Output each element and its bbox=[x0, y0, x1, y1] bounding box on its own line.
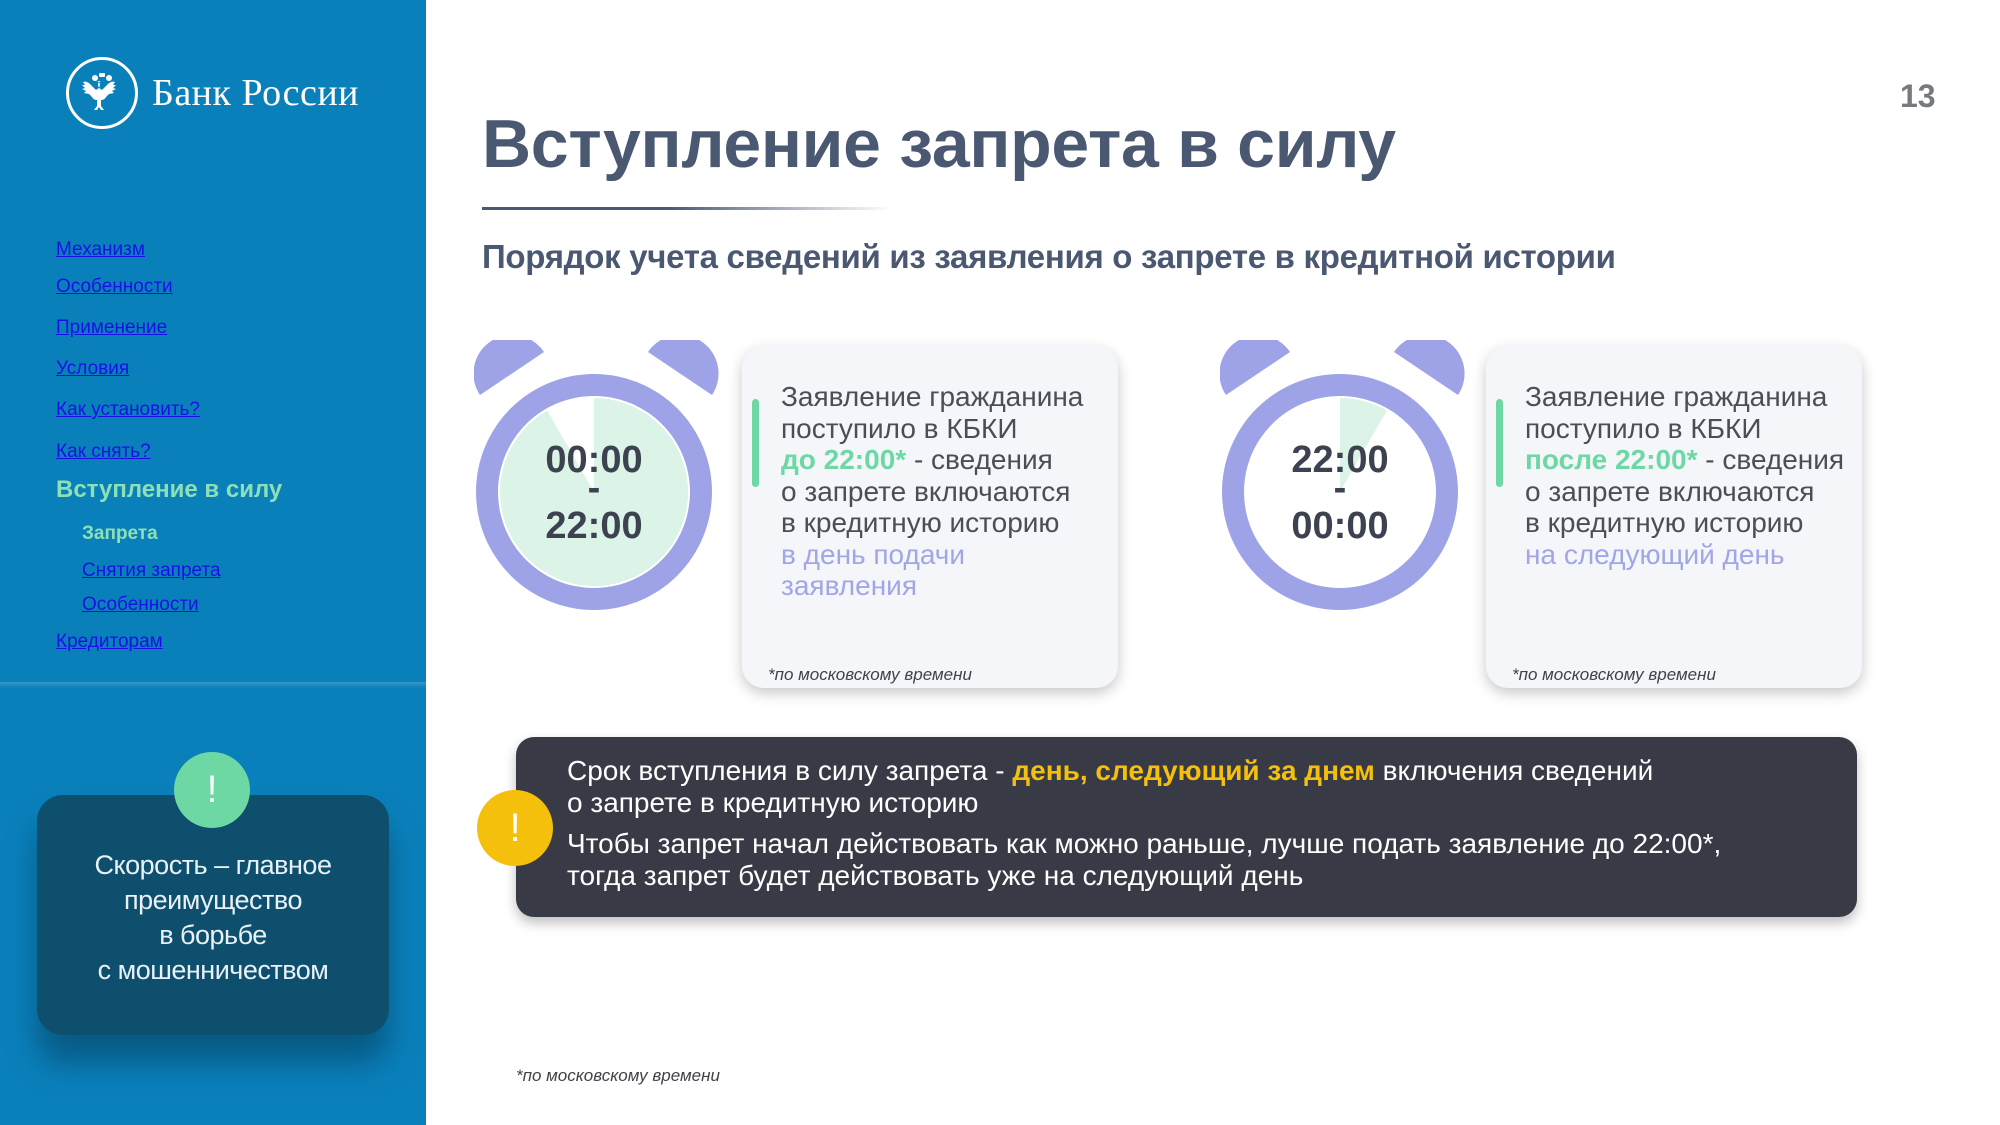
card-accent-bar bbox=[1496, 399, 1503, 487]
clock-bell-right bbox=[1394, 340, 1465, 395]
card-time-highlight: до 22:00* bbox=[781, 444, 907, 475]
clock-end-time: 22:00 bbox=[545, 505, 642, 547]
nav-item-how-to-remove[interactable]: Как снять? bbox=[56, 441, 151, 462]
clock-elapsed-sector bbox=[500, 398, 689, 586]
banner-paragraph: Срок вступления в силу запрета - день, с… bbox=[567, 755, 1837, 818]
nav-item-entry-into-force[interactable]: Вступление в силу bbox=[56, 476, 283, 503]
card-line: о запрете включаются bbox=[1525, 475, 1815, 507]
page-number: 13 bbox=[1900, 78, 1936, 114]
clock-bell-left bbox=[1220, 340, 1290, 395]
card-time-highlight: после 22:00* bbox=[1525, 444, 1698, 475]
nav-item-mechanism[interactable]: Механизм bbox=[56, 239, 145, 260]
clock-start-time: 22:00 bbox=[1291, 439, 1388, 481]
banner-highlight: день, следующий за днем bbox=[1012, 755, 1375, 786]
page-footnote: *по московскому времени bbox=[516, 1066, 720, 1085]
info-card: Заявление гражданина поступило в КБКИ до… bbox=[742, 346, 1118, 688]
banner-text-suffix: включения сведений bbox=[1374, 755, 1654, 786]
clock-bell-right bbox=[648, 340, 719, 395]
nav-subitem-features[interactable]: Особенности bbox=[82, 594, 199, 615]
card-line: поступило в КБКИ bbox=[1525, 412, 1762, 444]
tip-line: с мошенничеством bbox=[97, 955, 329, 985]
brand-name: Банк России bbox=[152, 72, 360, 114]
card-text: Заявление гражданина поступило в КБКИ по… bbox=[1525, 381, 1844, 570]
nav-item-creditors[interactable]: Кредиторам bbox=[56, 631, 163, 652]
card-line: после 22:00* - сведения bbox=[1525, 444, 1844, 476]
clock-separator: - bbox=[588, 467, 601, 509]
banner-text-prefix: Срок вступления в силу запрета - bbox=[567, 755, 1013, 786]
title-divider bbox=[482, 207, 892, 210]
info-card: Заявление гражданина поступило в КБКИ по… bbox=[1486, 346, 1862, 688]
exclamation-icon: ! bbox=[477, 790, 553, 866]
clock-elapsed-sector bbox=[1340, 398, 1387, 492]
card-line: Заявление гражданина bbox=[1525, 381, 1828, 412]
card-result: в день подачи bbox=[781, 538, 966, 570]
clock-bell-left bbox=[474, 340, 544, 395]
card-footnote: *по московскому времени bbox=[1512, 665, 1716, 684]
nav-item-how-to-set[interactable]: Как установить? bbox=[56, 399, 201, 420]
card-text: Заявление гражданина поступило в КБКИ до… bbox=[781, 381, 1083, 602]
card-line: поступило в КБКИ bbox=[781, 412, 1018, 444]
banner-paragraph: Чтобы запрет начал действовать как можно… bbox=[567, 828, 1837, 891]
card-time-suffix: - сведения bbox=[1697, 444, 1845, 475]
nav-subitem-ban[interactable]: Запрета bbox=[82, 523, 158, 544]
tip-box bbox=[37, 795, 389, 1035]
card-line: Заявление гражданина bbox=[781, 381, 1084, 412]
banner-text-line: тогда запрет будет действовать уже на сл… bbox=[567, 859, 1304, 891]
nav-item-application[interactable]: Применение bbox=[56, 317, 168, 338]
double-headed-eagle-icon bbox=[66, 57, 138, 129]
banner-text-line: о запрете в кредитную историю bbox=[567, 786, 979, 818]
card-accent-bar bbox=[752, 399, 759, 487]
banner-text-line: Чтобы запрет начал действовать как можно… bbox=[567, 828, 1722, 859]
banner-text: Срок вступления в силу запрета - день, с… bbox=[567, 755, 1837, 891]
card-line: о запрете включаются bbox=[781, 475, 1071, 507]
sidebar: Банк России Механизм Особенности Примене… bbox=[0, 0, 426, 1125]
card-line: до 22:00* - сведения bbox=[781, 444, 1083, 476]
clock-end-time: 00:00 bbox=[1291, 505, 1388, 547]
tip-text: Скорость – главное преимущество в борьбе… bbox=[37, 848, 389, 988]
card-footnote: *по московскому времени bbox=[768, 665, 972, 684]
card-result: заявления bbox=[781, 570, 917, 601]
tip-line: Скорость – главное bbox=[94, 850, 332, 880]
alarm-clock-icon: 22:00 - 00:00 bbox=[1220, 340, 1465, 610]
clock-separator: - bbox=[1334, 467, 1347, 509]
page-subtitle: Порядок учета сведений из заявления о за… bbox=[482, 238, 1616, 275]
sidebar-divider bbox=[0, 682, 426, 688]
clock-start-time: 00:00 bbox=[545, 439, 642, 481]
card-line: в кредитную историю bbox=[1525, 507, 1804, 538]
exclamation-icon: ! bbox=[174, 752, 250, 828]
card-result: на следующий день bbox=[1525, 538, 1785, 570]
nav-subitem-ban-removal[interactable]: Снятия запрета bbox=[82, 560, 221, 581]
nav-item-features[interactable]: Особенности bbox=[56, 276, 173, 297]
info-banner bbox=[516, 737, 1857, 917]
alarm-clock-icon: 00:00 - 22:00 bbox=[474, 340, 719, 610]
card-line: в кредитную историю bbox=[781, 507, 1060, 538]
tip-line: преимущество bbox=[124, 885, 302, 915]
card-time-suffix: - сведения bbox=[906, 444, 1053, 475]
tip-line: в борьбе bbox=[159, 920, 267, 950]
nav-item-conditions[interactable]: Условия bbox=[56, 358, 130, 379]
page-title: Вступление запрета в силу bbox=[482, 106, 1396, 182]
brand-logo[interactable]: Банк России bbox=[66, 57, 359, 129]
